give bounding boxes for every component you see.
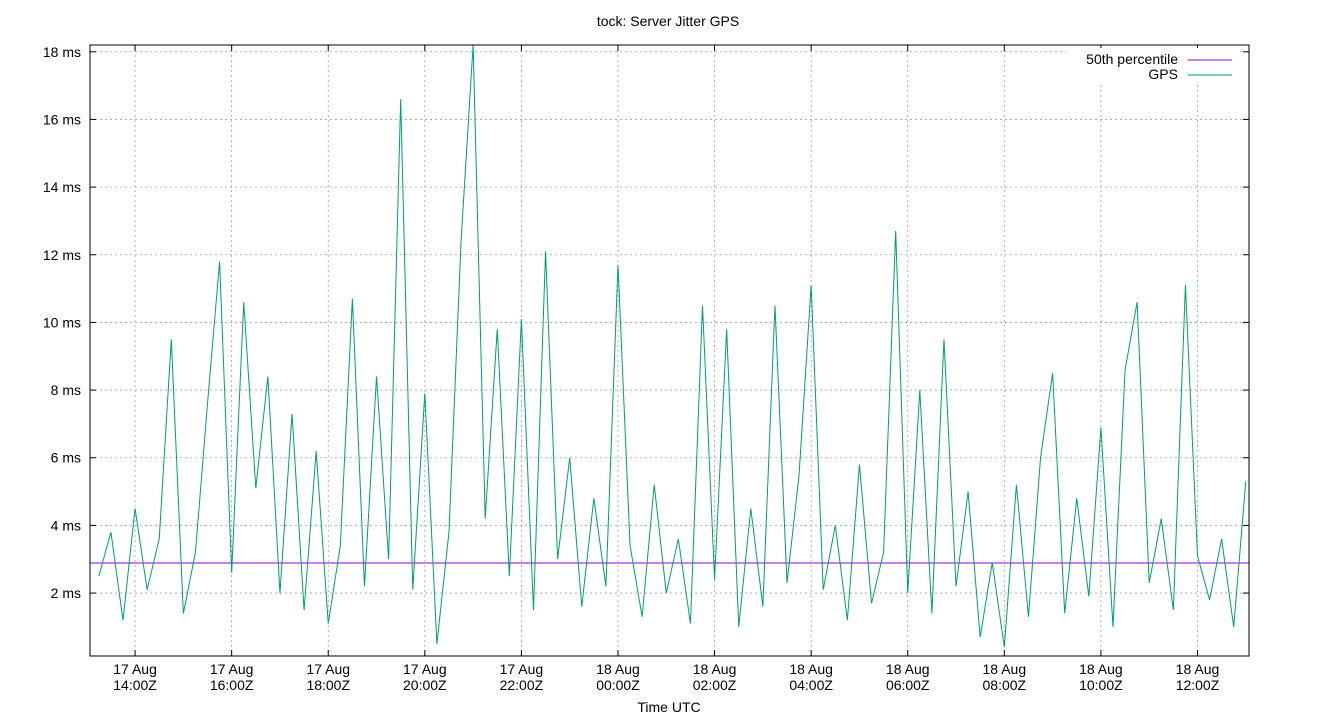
- plot-frame: [89, 44, 1250, 657]
- x-tick-label: 02:00Z: [693, 677, 737, 693]
- x-tick-label: 17 Aug: [113, 661, 157, 677]
- x-tick-label: 06:00Z: [886, 677, 930, 693]
- x-tick-label: 18 Aug: [1079, 661, 1123, 677]
- x-tick-label: 18:00Z: [306, 677, 350, 693]
- x-tick-label: 10:00Z: [1079, 677, 1123, 693]
- y-tick-label: 2 ms: [51, 585, 81, 601]
- x-tick-label: 20:00Z: [403, 677, 447, 693]
- legend-background: [1066, 48, 1240, 84]
- x-tick-label: 18 Aug: [693, 661, 737, 677]
- y-tick-label: 18 ms: [43, 44, 81, 60]
- x-tick-label: 18 Aug: [1176, 661, 1220, 677]
- y-tick-label: 12 ms: [43, 247, 81, 263]
- x-tick-label: 18 Aug: [983, 661, 1027, 677]
- x-tick-label: 17 Aug: [500, 661, 544, 677]
- x-tick-label: 18 Aug: [886, 661, 930, 677]
- x-tick-label: 16:00Z: [210, 677, 254, 693]
- series-line: [98, 44, 1247, 648]
- y-tick-label: 16 ms: [43, 111, 81, 127]
- y-tick-label: 6 ms: [51, 450, 81, 466]
- x-tick-label: 17 Aug: [210, 661, 254, 677]
- x-tick-label: 22:00Z: [500, 677, 544, 693]
- y-tick-label: 14 ms: [43, 179, 81, 195]
- x-tick-label: 04:00Z: [789, 677, 833, 693]
- y-tick-label: 4 ms: [51, 517, 81, 533]
- x-tick-label: 00:00Z: [596, 677, 640, 693]
- x-tick-label: 12:00Z: [1176, 677, 1220, 693]
- x-tick-label: 14:00Z: [113, 677, 157, 693]
- x-tick-label: 18 Aug: [596, 661, 640, 677]
- x-axis-label: Time UTC: [637, 699, 700, 715]
- x-tick-label: 18 Aug: [789, 661, 833, 677]
- x-tick-label: 17 Aug: [306, 661, 350, 677]
- legend-label: GPS: [1148, 66, 1178, 82]
- chart-title: tock: Server Jitter GPS: [597, 13, 739, 29]
- x-tick-label: 17 Aug: [403, 661, 447, 677]
- y-tick-label: 10 ms: [43, 314, 81, 330]
- y-tick-label: 8 ms: [51, 382, 81, 398]
- x-tick-label: 08:00Z: [983, 677, 1027, 693]
- legend-label: 50th percentile: [1086, 51, 1178, 67]
